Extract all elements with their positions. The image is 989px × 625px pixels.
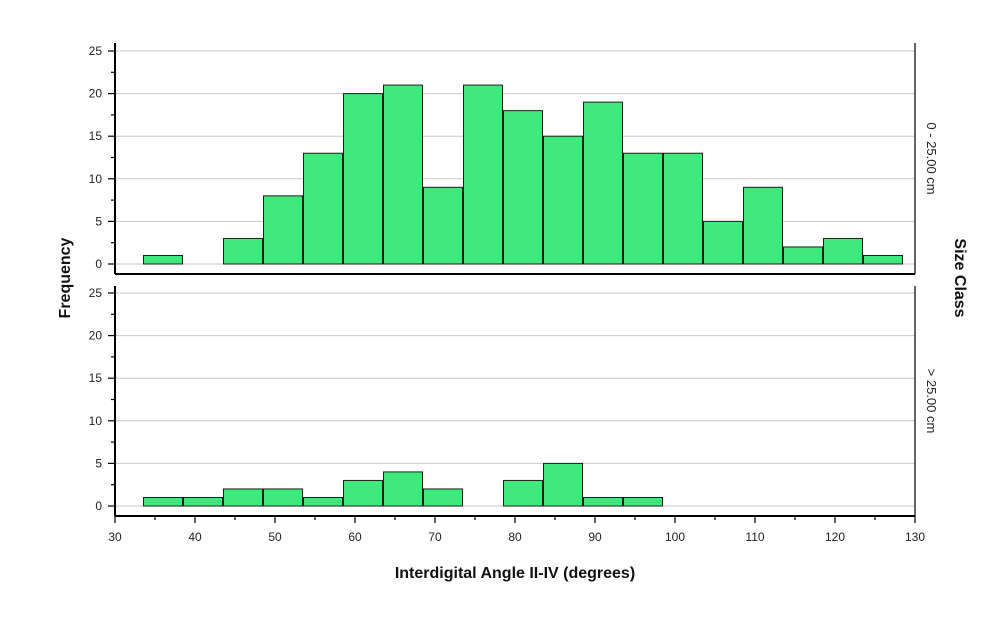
facet-panel: 0 5 10 15 20 25 0 - 25.00 cm [89, 43, 939, 275]
x-tick-label: 70 [428, 530, 442, 544]
y-tick-label: 20 [89, 329, 103, 343]
histogram-bar [823, 237, 863, 265]
histogram-bar [783, 246, 823, 265]
histogram-bar [863, 254, 903, 265]
histogram-bar [663, 152, 703, 265]
facet-panel-label: > 25.00 cm [924, 369, 939, 434]
facet-title: Size Class [951, 238, 968, 317]
histogram-bar [143, 496, 183, 507]
histogram-bar [543, 462, 583, 507]
histogram-bar [423, 488, 463, 507]
x-tick-label: 90 [588, 530, 602, 544]
y-tick-label: 15 [89, 129, 103, 143]
facet-panel-label: 0 - 25.00 cm [924, 122, 939, 194]
y-tick-label: 25 [89, 286, 103, 300]
y-tick-label: 25 [89, 44, 103, 58]
histogram-bar [543, 135, 583, 265]
histogram-bar [303, 496, 343, 507]
x-tick-label: 50 [268, 530, 282, 544]
y-tick-label: 0 [95, 257, 102, 271]
x-tick-label: 40 [188, 530, 202, 544]
y-tick-label: 0 [95, 499, 102, 513]
y-tick-label: 5 [95, 456, 102, 470]
histogram-bar [503, 110, 543, 265]
x-axis-title: Interdigital Angle II-IV (degrees) [395, 565, 635, 582]
histogram-bar [703, 220, 743, 265]
y-tick-label: 10 [89, 172, 103, 186]
x-tick-label: 130 [905, 530, 925, 544]
histogram-bar [383, 84, 423, 265]
histogram-bar [143, 254, 183, 265]
histogram-bar [463, 84, 503, 265]
histogram-bar [743, 186, 783, 265]
histogram-bar [183, 496, 223, 507]
y-tick-label: 20 [89, 87, 103, 101]
histogram-bar [583, 101, 623, 265]
y-axis-title: Frequency [57, 237, 74, 318]
histogram-bar [303, 152, 343, 265]
histogram-bar [263, 195, 303, 265]
histogram-bar [503, 479, 543, 507]
histogram-bar [583, 496, 623, 507]
panels-layer: 0 5 10 15 20 25 0 - 25.00 cm 0 5 10 15 20 25 > 25.00 … [89, 43, 939, 544]
histogram-bar [223, 237, 263, 265]
y-tick-label: 5 [95, 214, 102, 228]
y-tick-label: 10 [89, 414, 103, 428]
x-tick-label: 60 [348, 530, 362, 544]
x-tick-label: 100 [665, 530, 685, 544]
x-tick-label: 80 [508, 530, 522, 544]
histogram-bar [223, 488, 263, 507]
histogram-bar [343, 479, 383, 507]
histogram-bar [423, 186, 463, 265]
histogram-bar [263, 488, 303, 507]
y-tick-label: 15 [89, 371, 103, 385]
x-tick-label: 110 [745, 530, 764, 544]
x-tick-label: 120 [825, 530, 845, 544]
facet-panel: 0 5 10 15 20 25 > 25.00 cm 30 40 50 60 70 80 90 100 110… [89, 286, 939, 544]
x-tick-label: 30 [108, 530, 122, 544]
histogram-bar [623, 496, 663, 507]
histogram-bar [343, 93, 383, 265]
histogram-bar [623, 152, 663, 265]
histogram-bar [383, 471, 423, 507]
